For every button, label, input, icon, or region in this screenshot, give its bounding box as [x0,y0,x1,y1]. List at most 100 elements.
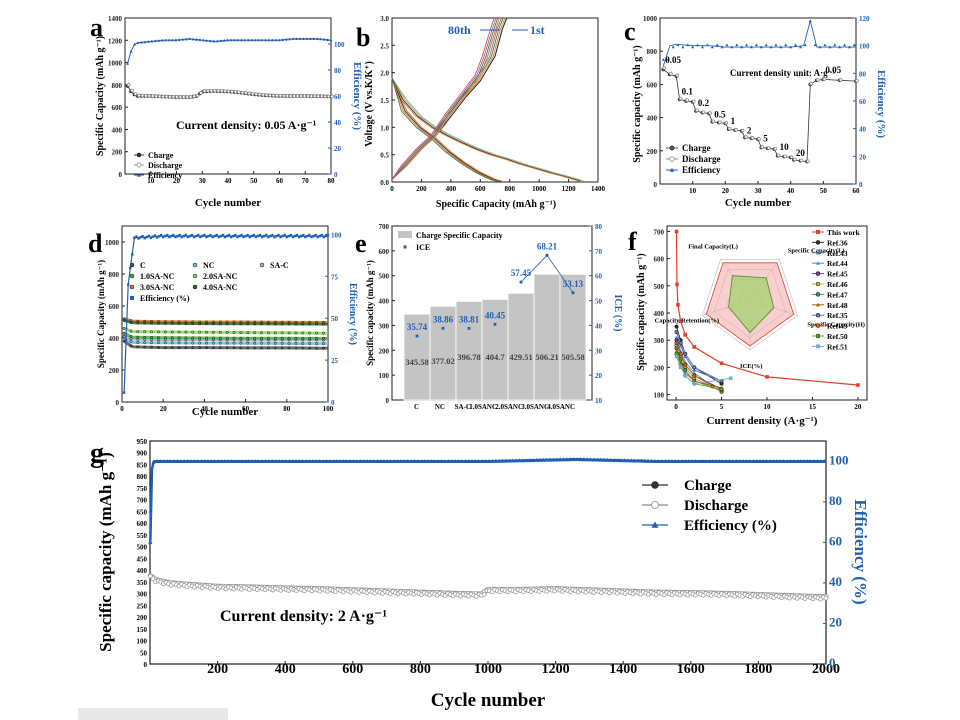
efficiency-point [246,38,250,42]
efficiency-point [207,234,210,238]
efficiency-point [174,38,178,42]
panel-c-letter: c [624,17,636,46]
panel-f-letter: f [628,227,637,256]
efficiency-point [186,235,190,239]
efficiency-point [381,459,387,464]
discharge-point [312,94,317,98]
efficiency-point [378,459,383,464]
efficiency-point [791,459,797,464]
efficiency-point [561,457,566,462]
discharge-point [212,88,217,93]
a-x-tick-label: 80 [328,177,336,185]
discharge-point [202,89,207,93]
efficiency-point [277,233,280,237]
legend-label: Ref.43 [827,249,848,258]
f-x-tick-label: 10 [764,403,772,411]
voltage-curve-bundle [391,77,498,182]
efficiency-point [571,457,576,462]
efficiency-point [557,457,563,462]
efficiency-point [131,253,134,256]
efficiency-point [139,236,142,239]
capacity-point [260,336,263,340]
efficiency-point [452,459,458,464]
capacity-point [315,342,318,346]
discharge-point [295,94,300,98]
capacity-point [122,326,126,330]
efficiency-point [246,233,249,237]
discharge-point [237,90,241,94]
efficiency-point [310,235,313,239]
g-y-tick-label: 650 [137,508,148,516]
legend-swatch [398,231,412,238]
legend-label: NC [203,261,215,270]
efficiency-point [135,235,138,238]
efficiency-point [395,459,400,464]
capacity-point [246,346,250,350]
rate-point [678,351,683,356]
efficiency-point [277,38,281,42]
capacity-point [225,330,229,334]
panel-e: e Specific capacity (mAh g⁻¹) ICE (%) 0 1… [355,223,623,411]
efficiency-point [141,235,144,238]
f-x-tick-label: 20 [854,403,862,411]
rate-label: 0.1 [682,86,694,96]
legend-label: Discharge [148,161,183,170]
discharge-point [675,73,680,78]
capacity-point [122,318,126,322]
efficiency-point [159,233,163,237]
discharge-point [292,94,296,98]
efficiency-point [269,234,272,238]
g-y-tick-label: 100 [137,638,148,646]
capacity-point [211,346,215,350]
rate-point [728,376,733,381]
efficiency-point [273,235,276,239]
a-y-tick-label: 200 [112,149,123,157]
efficiency-point [211,235,214,239]
capacity-point [198,322,202,326]
discharge-point [181,95,186,99]
panel-g-xlabel: Cycle number [431,690,546,711]
efficiency-point [691,45,695,49]
efficiency-point [297,459,302,464]
efficiency-point [249,459,255,464]
a-y2-tick-label: 100 [334,41,345,49]
category-label: NC [435,403,445,411]
capacity-point [308,336,312,340]
discharge-point [219,89,224,93]
c-x-tick-label: 60 [853,187,861,195]
discharge-point [257,92,262,97]
efficiency-point [301,37,305,40]
d-y2-tick-label: 25 [331,357,339,365]
rate-point [683,332,687,337]
efficiency-point [213,234,216,238]
capacity-point [163,341,167,345]
efficiency-point [270,459,275,464]
discharge-point [164,94,169,99]
efficiency-point [289,233,293,237]
a-y2-tick-label: 80 [334,67,342,75]
a-y-tick-label: 1400 [108,15,123,23]
efficiency-point [847,45,851,49]
efficiency-point [253,38,257,42]
efficiency-point [232,38,236,42]
efficiency-point [229,459,234,464]
efficiency-point [300,234,303,238]
e-y-tick-label: 300 [379,322,390,330]
c-y2-tick-label: 20 [859,153,867,161]
capacity-point [253,346,257,350]
efficiency-point [764,459,769,464]
efficiency-point [174,235,177,239]
capacity-point [129,320,133,324]
capacity-point [184,341,188,345]
panel-b-ylabel: Voltage (V vs.K/K⁺) [364,61,375,147]
e-y2-tick-label: 10 [595,397,603,405]
panel-f-ylabel: Specific capacity (mAh g⁻¹) [636,253,647,370]
capacity-point [205,330,209,334]
d-x-tick-label: 100 [323,405,334,413]
panel-c-xlabel: Cycle number [725,197,791,209]
legend-marker [815,333,821,339]
capacity-point [191,346,195,350]
legend-label: ICE [416,243,430,252]
discharge-point [271,93,276,98]
